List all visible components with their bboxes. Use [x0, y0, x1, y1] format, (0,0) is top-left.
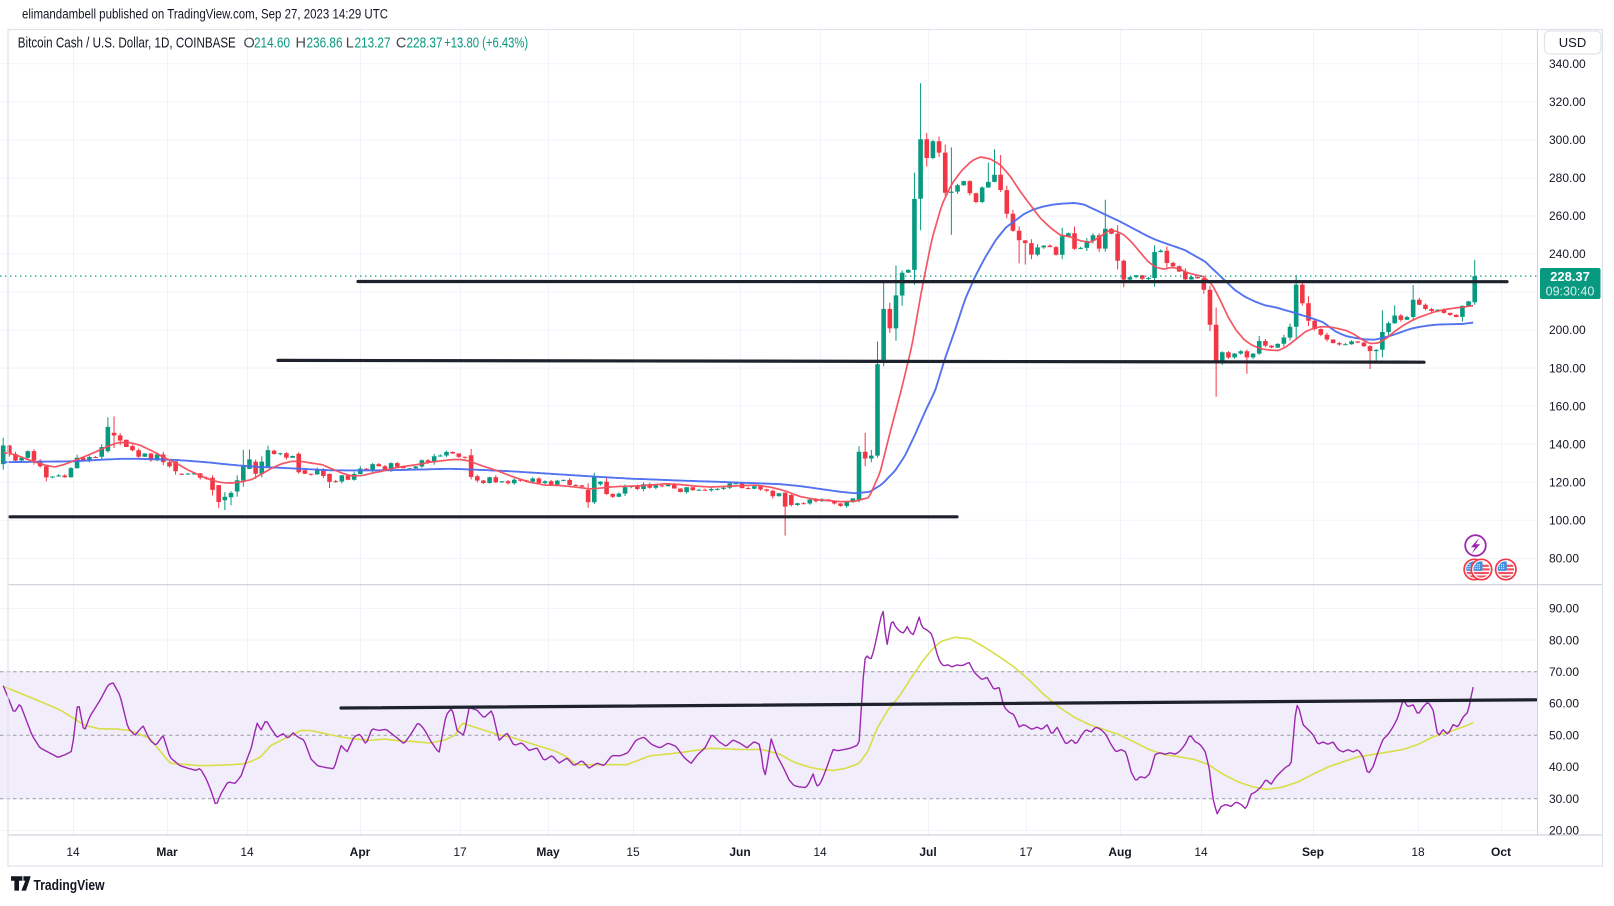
svg-text:280.00: 280.00 — [1549, 171, 1586, 185]
svg-text:15: 15 — [626, 845, 640, 859]
svg-text:70.00: 70.00 — [1549, 665, 1579, 679]
svg-text:14: 14 — [1194, 845, 1208, 859]
svg-text:May: May — [536, 845, 560, 859]
svg-text:300.00: 300.00 — [1549, 133, 1586, 147]
svg-text:40.00: 40.00 — [1549, 760, 1579, 774]
svg-text:200.00: 200.00 — [1549, 323, 1586, 337]
svg-text:120.00: 120.00 — [1549, 475, 1586, 489]
svg-text:C: C — [396, 36, 406, 52]
svg-text:Jul: Jul — [919, 845, 936, 859]
svg-text:236.86: 236.86 — [307, 36, 343, 52]
svg-text:18: 18 — [1411, 845, 1425, 859]
svg-text:80.00: 80.00 — [1549, 633, 1579, 647]
svg-text:L: L — [346, 36, 354, 52]
svg-text:Bitcoin Cash / U.S. Dollar, 1D: Bitcoin Cash / U.S. Dollar, 1D, COINBASE — [18, 36, 236, 52]
svg-text:Apr: Apr — [350, 845, 371, 859]
svg-text:14: 14 — [813, 845, 827, 859]
svg-text:Aug: Aug — [1108, 845, 1131, 859]
svg-text:30.00: 30.00 — [1549, 792, 1579, 806]
svg-text:228.37: 228.37 — [1550, 269, 1590, 284]
svg-text:14: 14 — [240, 845, 254, 859]
svg-text:340.00: 340.00 — [1549, 57, 1586, 71]
svg-text:180.00: 180.00 — [1549, 361, 1586, 375]
svg-text:Mar: Mar — [156, 845, 178, 859]
svg-text:160.00: 160.00 — [1549, 399, 1586, 413]
svg-text:260.00: 260.00 — [1549, 209, 1586, 223]
svg-text:140.00: 140.00 — [1549, 437, 1586, 451]
svg-text:17: 17 — [1019, 845, 1033, 859]
svg-text:228.37: 228.37 — [407, 36, 443, 52]
svg-text:TradingView: TradingView — [34, 877, 105, 894]
svg-text:214.60: 214.60 — [254, 36, 290, 52]
svg-text:213.27: 213.27 — [355, 36, 391, 52]
svg-text:H: H — [296, 36, 306, 52]
svg-text:elimandambell published on Tra: elimandambell published on TradingView.c… — [22, 7, 388, 22]
svg-text:80.00: 80.00 — [1549, 552, 1579, 566]
svg-text:Jun: Jun — [729, 845, 750, 859]
svg-text:100.00: 100.00 — [1549, 514, 1586, 528]
svg-text:50.00: 50.00 — [1549, 728, 1579, 742]
svg-text:14: 14 — [66, 845, 80, 859]
svg-text:09:30:40: 09:30:40 — [1546, 285, 1595, 299]
svg-text:320.00: 320.00 — [1549, 95, 1586, 109]
svg-text:240.00: 240.00 — [1549, 247, 1586, 261]
svg-text:+13.80 (+6.43%): +13.80 (+6.43%) — [444, 36, 528, 52]
svg-text:17: 17 — [453, 845, 467, 859]
svg-text:20.00: 20.00 — [1549, 824, 1579, 838]
svg-text:90.00: 90.00 — [1549, 602, 1579, 616]
svg-text:60.00: 60.00 — [1549, 697, 1579, 711]
svg-text:Oct: Oct — [1491, 845, 1511, 859]
svg-text:Sep: Sep — [1302, 845, 1324, 859]
svg-text:USD: USD — [1559, 35, 1586, 50]
